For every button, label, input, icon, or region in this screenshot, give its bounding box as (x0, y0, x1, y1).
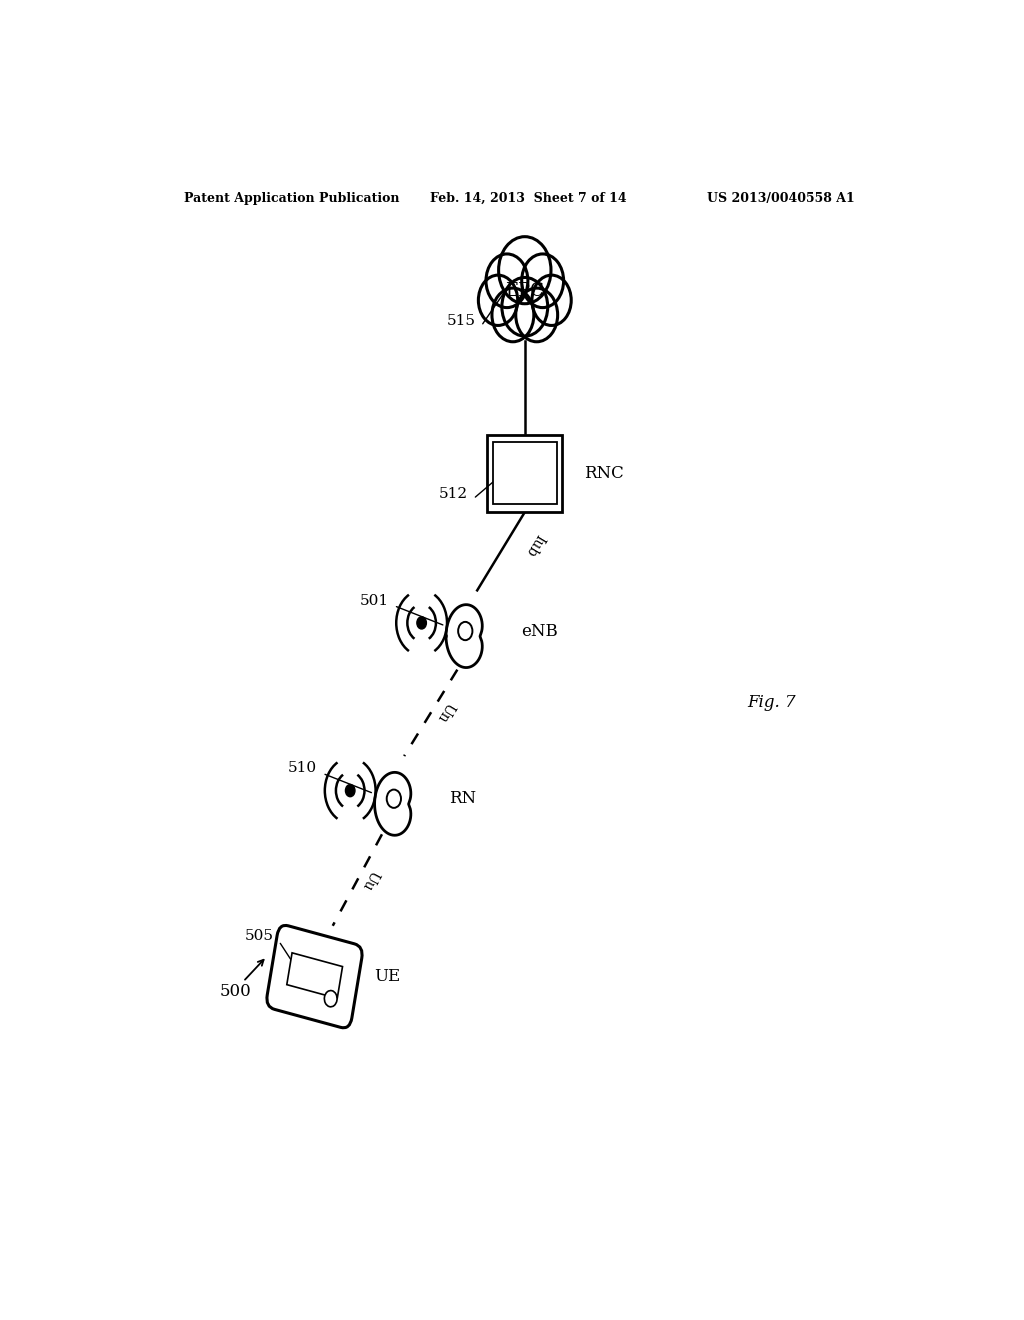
Circle shape (531, 275, 571, 326)
Text: Un: Un (434, 700, 457, 725)
Text: 512: 512 (439, 487, 468, 500)
Circle shape (387, 789, 401, 808)
Circle shape (417, 616, 426, 630)
Circle shape (486, 253, 528, 308)
Text: 515: 515 (446, 314, 476, 329)
Text: eNB: eNB (521, 623, 558, 639)
Text: UE: UE (374, 968, 400, 985)
Bar (487, 436, 562, 512)
FancyBboxPatch shape (267, 925, 362, 1028)
Circle shape (499, 236, 551, 304)
Text: RNC: RNC (585, 465, 624, 482)
Circle shape (492, 288, 534, 342)
Polygon shape (375, 772, 411, 836)
Text: 501: 501 (359, 594, 388, 607)
Circle shape (516, 288, 558, 342)
Circle shape (458, 622, 472, 640)
Text: Uu: Uu (359, 867, 381, 892)
Text: 500: 500 (219, 983, 251, 1001)
Bar (493, 442, 557, 504)
Polygon shape (446, 605, 482, 668)
Circle shape (325, 990, 337, 1007)
Text: Patent Application Publication: Patent Application Publication (183, 191, 399, 205)
Text: Feb. 14, 2013  Sheet 7 of 14: Feb. 14, 2013 Sheet 7 of 14 (430, 191, 627, 205)
Text: RN: RN (450, 791, 476, 808)
Text: Fig. 7: Fig. 7 (748, 694, 796, 710)
Circle shape (345, 784, 355, 797)
Text: 510: 510 (288, 762, 317, 775)
Text: US 2013/0040558 A1: US 2013/0040558 A1 (708, 191, 855, 205)
Bar (287, 953, 343, 998)
Text: 505: 505 (245, 929, 273, 942)
Circle shape (521, 253, 563, 308)
Circle shape (478, 275, 518, 326)
Circle shape (502, 277, 548, 337)
Text: Iub: Iub (522, 531, 547, 558)
Text: EPC: EPC (506, 281, 544, 300)
